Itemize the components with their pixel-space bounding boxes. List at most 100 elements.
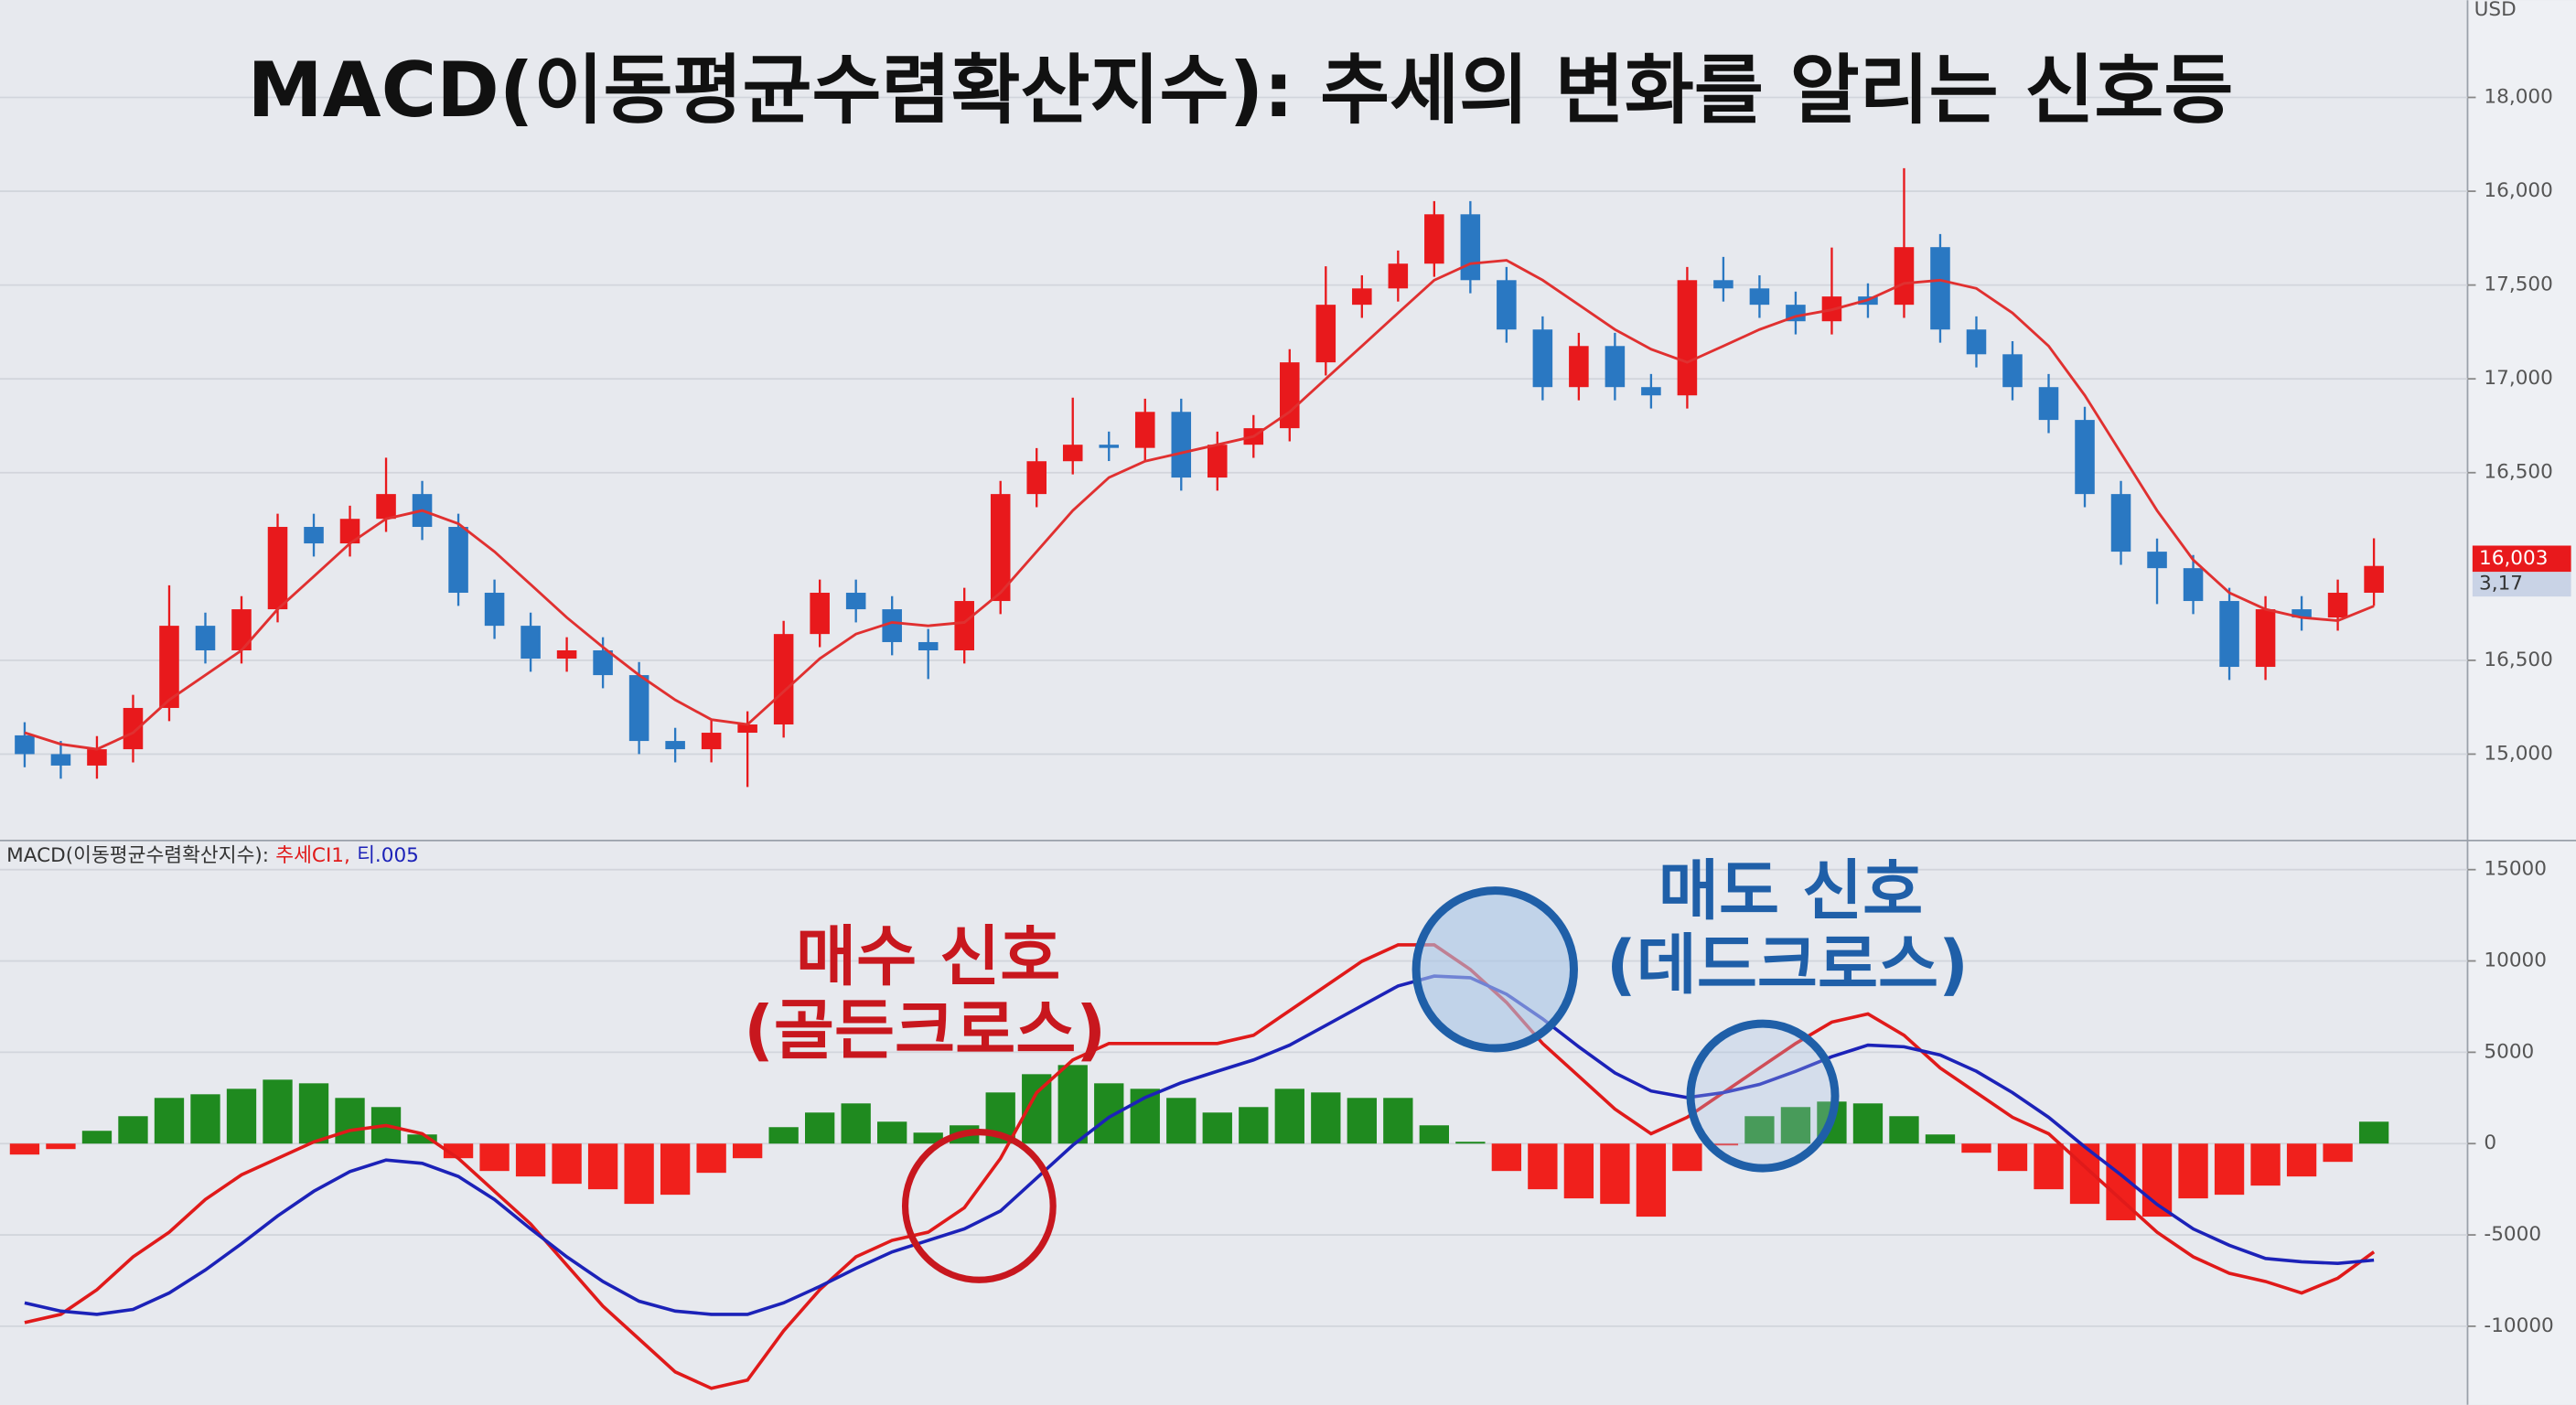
histogram-bar (1889, 1116, 1919, 1144)
histogram-bar (1961, 1143, 1991, 1153)
candle-body (1605, 346, 1626, 388)
histogram-bar (154, 1098, 185, 1144)
chart-title: MACD(이동평균수렴확산지수): 추세의 변화를 알리는 신호등 (247, 47, 2233, 134)
axis-unit: USD (2474, 0, 2517, 21)
candle-body (1315, 305, 1336, 363)
histogram-bar (1528, 1143, 1558, 1190)
candle-body (2292, 609, 2312, 618)
y-tick-label: 0 (2484, 1132, 2496, 1154)
histogram-bar (660, 1143, 691, 1196)
histogram-bar (2034, 1143, 2064, 1190)
histogram-bar (587, 1143, 618, 1190)
candle-body (701, 733, 722, 750)
histogram-bar (1383, 1098, 1413, 1144)
candle-body (50, 754, 71, 766)
histogram-bar (1852, 1103, 1884, 1144)
candle-body (195, 626, 216, 650)
moving-average (24, 259, 2375, 751)
candle-body (2075, 420, 2095, 495)
candle-body (1930, 247, 1950, 330)
y-tick-label: 15,000 (2484, 742, 2552, 765)
y-tick-label: 5000 (2484, 1040, 2534, 1063)
y-tick-label: 17,500 (2484, 273, 2552, 296)
annotation: (골든크로스) (744, 992, 1106, 1068)
histogram-bar (1780, 1107, 1811, 1144)
histogram-bar (841, 1103, 871, 1144)
y-tick-label: 15000 (2484, 858, 2547, 881)
candle-body (2147, 552, 2167, 569)
candle-body (1062, 445, 1083, 462)
histogram-bar (515, 1143, 546, 1177)
candle-body (15, 735, 35, 755)
candle-body (845, 593, 866, 610)
histogram-bar (407, 1134, 437, 1144)
histogram-bar (263, 1079, 293, 1144)
candle-body (2183, 568, 2204, 602)
histogram-bar (624, 1143, 654, 1205)
candle-body (882, 609, 902, 642)
histogram-bar (2214, 1143, 2245, 1196)
candle-body (484, 593, 505, 627)
histogram-bar (9, 1143, 40, 1155)
candle-body (1641, 387, 1661, 396)
candle-body (665, 741, 685, 750)
candle-body (1532, 329, 1553, 388)
candle-body (1460, 214, 1481, 281)
histogram-bar (1311, 1092, 1341, 1144)
candle-body (810, 593, 830, 635)
histogram-bar (913, 1132, 943, 1144)
histogram-bar (1636, 1143, 1667, 1217)
candle-body (521, 626, 541, 660)
candle-body (1171, 412, 1192, 478)
candle-body (1388, 263, 1409, 289)
candle-body (1713, 280, 1733, 289)
annotation: (데드크로스) (1606, 926, 1969, 1003)
histogram-bar (696, 1143, 726, 1174)
candle-body (954, 601, 974, 650)
histogram-bar (2286, 1143, 2317, 1177)
axis-strip (2467, 0, 2576, 1405)
histogram-bar (2358, 1121, 2389, 1144)
candle-body (593, 649, 613, 676)
y-tick-label: 17,000 (2484, 367, 2552, 390)
plot-layer: 18,000 16,000 17,500 17,000 16,500 16,500 15,0… (0, 85, 2554, 1390)
histogram-bar (1997, 1143, 2028, 1172)
candle-body (231, 609, 252, 650)
macd-line (24, 974, 2375, 1316)
sell-circle (1686, 1019, 1840, 1173)
candle-body (87, 749, 107, 766)
candle-body (2110, 494, 2131, 552)
y-tick-label: 18,000 (2484, 85, 2552, 108)
candle-body (1749, 288, 1770, 306)
histogram-bar (1744, 1116, 1775, 1144)
candle-body (2364, 565, 2384, 594)
histogram-bar (479, 1143, 510, 1172)
candle-body (267, 527, 288, 610)
histogram-bar (1239, 1107, 1269, 1144)
y-tick-label: 16,000 (2484, 179, 2552, 202)
candle-body (1966, 329, 1987, 355)
candle-body (1208, 445, 1228, 478)
candle-body (339, 519, 360, 544)
histogram-bar (805, 1112, 835, 1144)
macd-line (24, 943, 2376, 1390)
y-tick-label: -10000 (2484, 1314, 2553, 1337)
y-tick-label: 10000 (2484, 949, 2547, 972)
candle-body (1569, 346, 1589, 388)
histogram-bar (1600, 1143, 1630, 1205)
histogram-bar (190, 1094, 220, 1144)
histogram-bar (1491, 1143, 1522, 1172)
histogram-bar (1347, 1098, 1377, 1144)
histogram-bar (2250, 1143, 2281, 1186)
sell-circle (1411, 886, 1578, 1053)
histogram-bar (877, 1121, 907, 1144)
histogram-bar (2069, 1143, 2100, 1205)
candle-body (1677, 280, 1698, 396)
histogram-bar (1274, 1089, 1304, 1144)
candle-body (448, 527, 468, 594)
y-tick-label: -5000 (2484, 1223, 2541, 1246)
annotation: 매수 신호 (796, 917, 1060, 994)
candle-body (773, 634, 794, 725)
candle-body (2255, 609, 2276, 668)
